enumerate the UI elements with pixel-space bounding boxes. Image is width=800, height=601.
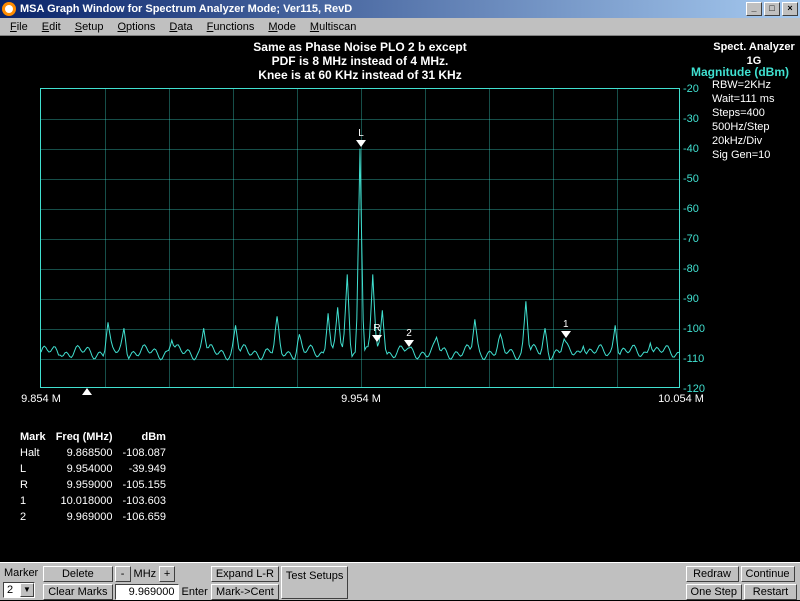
freq-minus-button[interactable]: -	[115, 566, 131, 582]
menu-options[interactable]: Options	[111, 20, 161, 34]
info-line: RBW=2KHz	[712, 78, 796, 92]
y-tick: -30	[683, 113, 711, 125]
marker-table: MarkFreq (MHz)dBmHalt9.868500-108.087L9.…	[18, 428, 176, 526]
table-row: Halt9.868500-108.087	[20, 446, 174, 460]
marker-1[interactable]: 1	[561, 319, 571, 338]
y-tick: -110	[683, 353, 711, 365]
menu-edit[interactable]: Edit	[36, 20, 67, 34]
marker-select[interactable]: 2 ▼	[3, 582, 35, 598]
y-tick: -50	[683, 173, 711, 185]
chevron-down-icon: ▼	[20, 583, 34, 597]
y-tick: -100	[683, 323, 711, 335]
expand-lr-button[interactable]: Expand L-R	[211, 566, 279, 582]
marker-R[interactable]: R	[372, 323, 382, 342]
table-row: R9.959000-105.155	[20, 478, 174, 492]
info-line: Sig Gen=10	[712, 148, 796, 162]
restart-button[interactable]: Restart	[744, 584, 797, 600]
y-tick: -70	[683, 233, 711, 245]
chart-title: Same as Phase Noise PLO 2 b exceptPDF is…	[40, 40, 680, 82]
info-line: 20kHz/Div	[712, 134, 796, 148]
menu-multiscan[interactable]: Multiscan	[304, 20, 362, 34]
menu-mode[interactable]: Mode	[262, 20, 302, 34]
right-info-panel: Spect. Analyzer 1G RBW=2KHzWait=111 msSt…	[712, 40, 796, 162]
menu-setup[interactable]: Setup	[69, 20, 110, 34]
close-button[interactable]: ×	[782, 2, 798, 16]
marker-L[interactable]: L	[356, 128, 366, 147]
continue-button[interactable]: Continue	[741, 566, 795, 582]
table-row: L9.954000-39.949	[20, 462, 174, 476]
client-area: Same as Phase Noise PLO 2 b exceptPDF is…	[0, 36, 800, 600]
mark-cent-button[interactable]: Mark->Cent	[211, 584, 279, 600]
info-line: Steps=400	[712, 106, 796, 120]
marker-2[interactable]: 2	[404, 328, 414, 347]
app-icon	[2, 2, 16, 16]
x-tick: 9.954 M	[341, 393, 381, 405]
info-line: Wait=111 ms	[712, 92, 796, 106]
maximize-button[interactable]: □	[764, 2, 780, 16]
y-tick: -80	[683, 263, 711, 275]
marker-label: Marker	[2, 565, 40, 581]
minimize-button[interactable]: _	[746, 2, 762, 16]
y-tick: -60	[683, 203, 711, 215]
menu-file[interactable]: File	[4, 20, 34, 34]
y-tick: -40	[683, 143, 711, 155]
titlebar: MSA Graph Window for Spectrum Analyzer M…	[0, 0, 800, 18]
y-tick: -20	[683, 83, 711, 95]
menubar: FileEditSetupOptionsDataFunctionsModeMul…	[0, 18, 800, 36]
x-cursor	[82, 388, 92, 395]
enter-label[interactable]: Enter	[180, 583, 210, 601]
one-step-button[interactable]: One Step	[686, 584, 742, 600]
mhz-label: MHz	[132, 565, 159, 583]
info-line: 500Hz/Step	[712, 120, 796, 134]
x-tick: 10.054 M	[658, 393, 704, 405]
test-setups-button[interactable]: Test Setups	[281, 566, 348, 599]
spectrum-plot: Magnitude (dBm) -20-30-40-50-60-70-80-90…	[40, 88, 680, 388]
redraw-button[interactable]: Redraw	[686, 566, 739, 582]
freq-plus-button[interactable]: +	[159, 566, 175, 582]
freq-input[interactable]: 9.969000	[115, 584, 179, 600]
bottom-toolbar: Marker 2 ▼ Delete Clear Marks - MHz + 9.…	[0, 562, 800, 600]
table-row: 110.018000-103.603	[20, 494, 174, 508]
window-title: MSA Graph Window for Spectrum Analyzer M…	[20, 3, 352, 15]
mode-label: Spect. Analyzer	[712, 40, 796, 54]
band-label: 1G	[712, 54, 796, 68]
table-row: 29.969000-106.659	[20, 510, 174, 524]
y-tick: -90	[683, 293, 711, 305]
x-tick: 9.854 M	[21, 393, 61, 405]
menu-data[interactable]: Data	[163, 20, 198, 34]
menu-functions[interactable]: Functions	[201, 20, 261, 34]
clear-marks-button[interactable]: Clear Marks	[43, 584, 112, 600]
delete-button[interactable]: Delete	[43, 566, 112, 582]
